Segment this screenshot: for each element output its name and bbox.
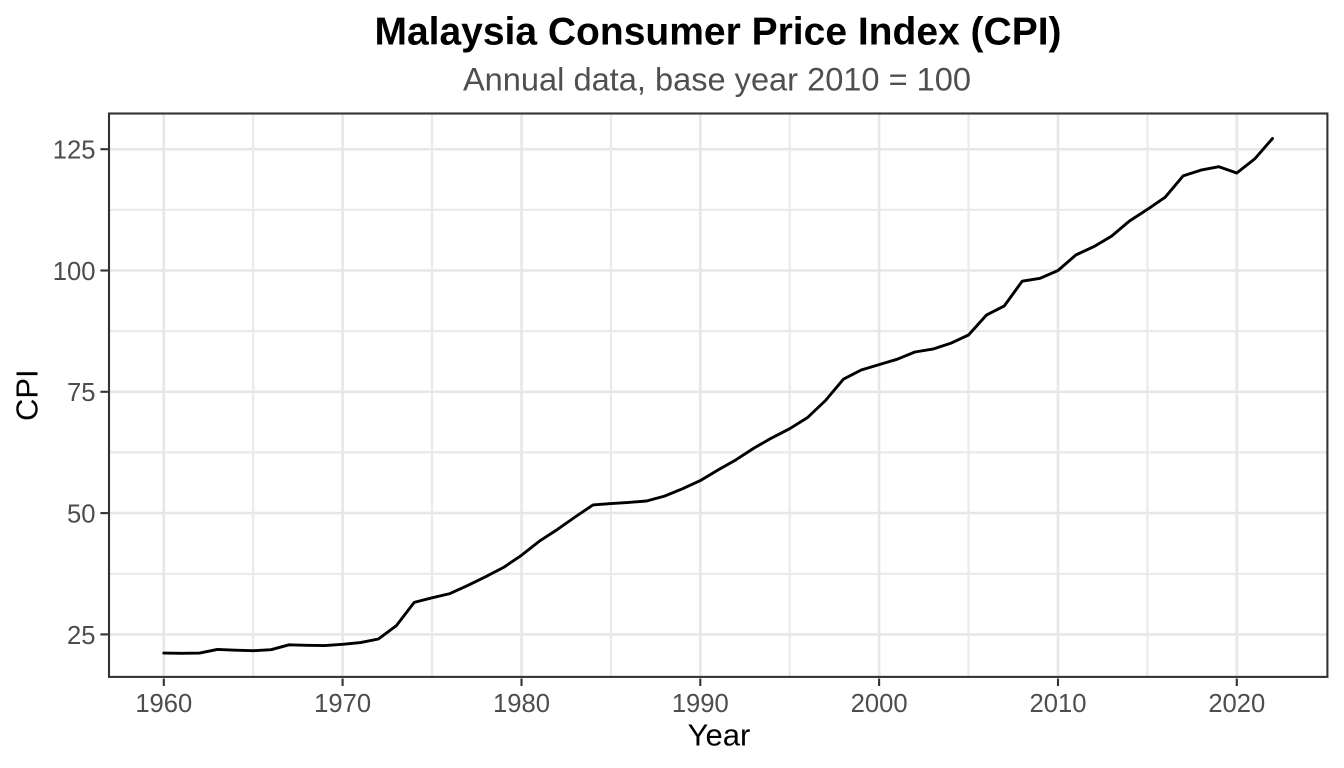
svg-text:Malaysia Consumer Price Index: Malaysia Consumer Price Index (CPI)	[374, 10, 1061, 53]
svg-text:2010: 2010	[1030, 690, 1087, 718]
svg-text:100: 100	[53, 258, 96, 286]
svg-text:125: 125	[53, 137, 96, 165]
svg-text:2000: 2000	[851, 690, 908, 718]
svg-text:1970: 1970	[314, 690, 371, 718]
svg-text:50: 50	[67, 501, 95, 529]
svg-text:Year: Year	[688, 718, 751, 753]
svg-text:1960: 1960	[135, 690, 192, 718]
svg-text:75: 75	[67, 379, 95, 407]
svg-text:2020: 2020	[1208, 690, 1265, 718]
svg-text:Annual data, base year 2010 =: Annual data, base year 2010 = 100	[463, 61, 971, 98]
svg-text:1990: 1990	[672, 690, 729, 718]
svg-text:25: 25	[67, 622, 95, 650]
svg-text:CPI: CPI	[10, 369, 45, 421]
svg-text:1980: 1980	[493, 690, 550, 718]
